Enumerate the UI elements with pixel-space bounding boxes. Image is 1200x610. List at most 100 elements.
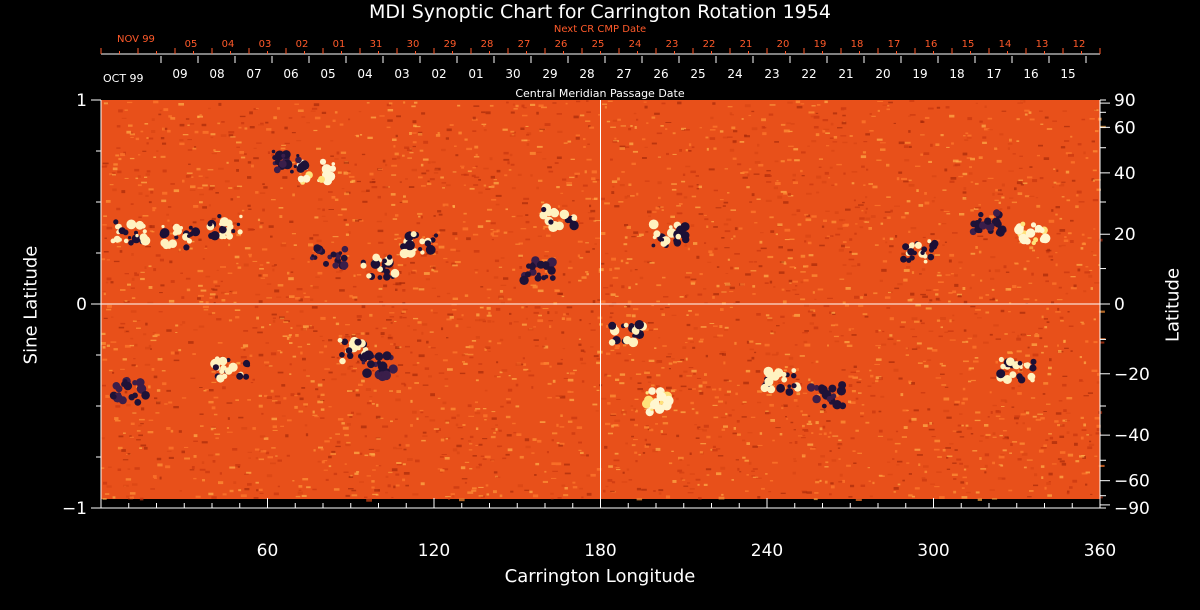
map-texture	[623, 344, 627, 347]
flux-patch	[1039, 227, 1045, 233]
map-texture	[992, 192, 995, 196]
map-texture	[679, 458, 683, 461]
map-texture	[756, 249, 761, 252]
map-texture	[192, 353, 196, 355]
map-texture	[392, 157, 397, 160]
map-texture	[1004, 436, 1009, 439]
map-texture	[558, 444, 563, 447]
map-texture	[406, 148, 412, 151]
map-texture	[237, 466, 240, 468]
map-texture	[503, 158, 510, 161]
map-texture	[865, 207, 868, 210]
map-texture	[799, 355, 805, 357]
map-texture	[775, 427, 781, 429]
map-texture	[491, 411, 496, 413]
map-texture	[792, 181, 798, 184]
map-texture	[243, 263, 249, 267]
map-texture	[922, 295, 928, 298]
map-texture	[259, 268, 264, 270]
map-texture	[358, 383, 363, 386]
map-texture	[286, 311, 289, 313]
map-texture	[916, 454, 923, 456]
map-texture	[1056, 182, 1061, 185]
map-texture	[1019, 442, 1025, 445]
map-texture	[990, 277, 995, 280]
map-texture	[717, 455, 724, 457]
map-texture	[596, 361, 601, 365]
map-texture	[298, 485, 303, 488]
map-texture	[417, 212, 423, 215]
map-texture	[1003, 265, 1007, 269]
map-texture	[691, 146, 695, 149]
map-texture	[909, 298, 914, 300]
flux-patch	[339, 352, 345, 358]
map-texture	[305, 433, 309, 437]
map-texture	[703, 288, 707, 290]
map-texture	[1066, 491, 1070, 495]
map-texture	[851, 328, 855, 330]
map-texture	[1030, 467, 1034, 470]
map-texture	[995, 188, 1001, 192]
map-texture	[868, 480, 871, 482]
map-texture	[777, 195, 783, 199]
y-tick-label-right: 90	[1114, 91, 1136, 111]
map-texture	[475, 408, 481, 410]
flux-patch	[382, 258, 387, 264]
map-texture	[564, 487, 568, 490]
map-texture	[792, 179, 796, 181]
map-texture	[387, 109, 394, 112]
map-texture	[600, 232, 606, 235]
map-texture	[973, 360, 979, 363]
map-texture	[290, 271, 294, 273]
map-texture	[878, 377, 883, 380]
map-texture	[721, 493, 724, 496]
map-texture	[788, 356, 794, 360]
cmp-date-label: 03	[394, 67, 409, 81]
map-texture	[258, 274, 262, 277]
map-texture	[491, 185, 495, 187]
map-texture	[385, 491, 388, 494]
map-texture	[418, 354, 425, 358]
map-texture	[1052, 282, 1057, 285]
map-texture	[818, 166, 822, 168]
map-texture	[696, 377, 702, 379]
map-texture	[427, 161, 431, 164]
flux-patch	[325, 165, 332, 172]
map-texture	[782, 300, 787, 304]
map-texture	[698, 340, 704, 343]
map-texture	[546, 234, 551, 237]
map-texture	[1093, 341, 1098, 344]
map-texture	[606, 120, 611, 123]
map-texture	[505, 415, 511, 419]
map-texture	[965, 132, 969, 135]
map-texture	[637, 235, 642, 237]
map-texture	[297, 185, 300, 188]
map-texture	[963, 300, 968, 304]
map-texture	[952, 159, 959, 163]
map-texture	[1038, 327, 1043, 330]
map-texture	[439, 471, 443, 473]
map-texture	[101, 332, 106, 335]
map-texture	[681, 471, 685, 474]
map-texture	[288, 277, 294, 281]
map-texture	[390, 322, 393, 324]
map-texture	[440, 176, 444, 179]
map-texture	[317, 460, 321, 463]
flux-patch	[661, 236, 671, 246]
map-texture	[244, 488, 250, 491]
map-texture	[748, 168, 752, 171]
map-texture	[1086, 434, 1093, 436]
map-texture	[552, 432, 558, 435]
map-texture	[358, 111, 362, 113]
map-texture	[942, 189, 947, 191]
map-texture	[794, 441, 798, 444]
map-texture	[272, 425, 277, 429]
map-texture	[515, 243, 521, 245]
map-texture	[129, 435, 132, 437]
map-texture	[994, 269, 1001, 273]
map-texture	[350, 474, 353, 477]
map-texture	[213, 302, 216, 304]
map-texture	[506, 434, 512, 437]
map-texture	[452, 205, 455, 208]
map-texture	[964, 465, 969, 468]
